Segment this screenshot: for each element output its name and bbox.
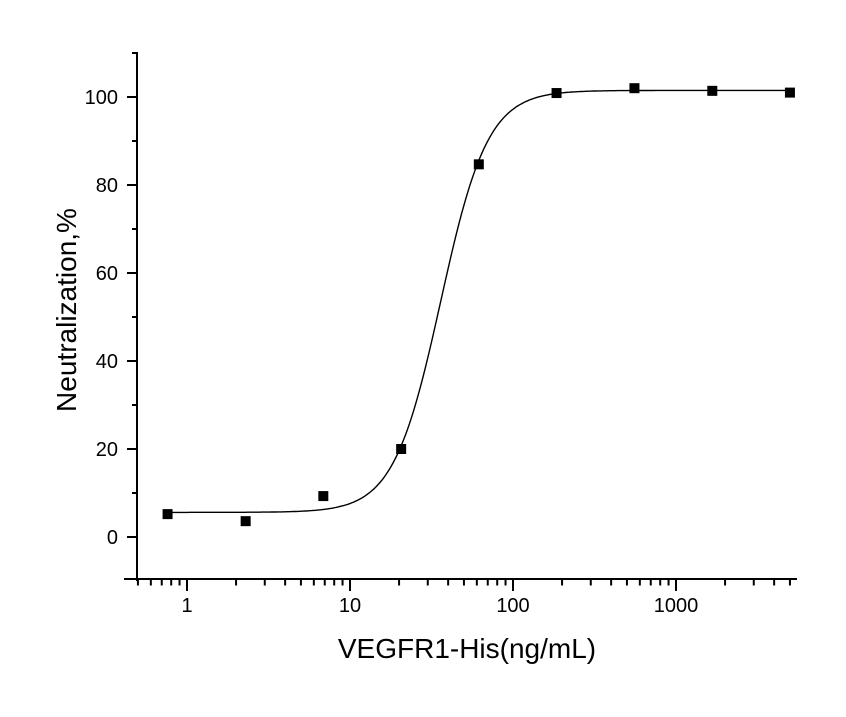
- data-point-marker: [396, 444, 407, 454]
- x-tick-label: 1: [181, 595, 192, 617]
- data-point-marker: [784, 87, 795, 98]
- x-tick-label: 100: [496, 595, 529, 617]
- data-point-marker: [318, 491, 329, 502]
- y-tick-label: 60: [96, 263, 118, 285]
- data-point-marker: [240, 516, 251, 527]
- fit-curve: [167, 89, 790, 514]
- data-point-marker: [162, 509, 173, 520]
- data-point-marker: [629, 83, 640, 94]
- x-axis-title: VEGFR1-His(ng/mL): [338, 633, 596, 664]
- x-tick-label: 1000: [654, 595, 699, 617]
- y-tick-label: 100: [85, 87, 118, 109]
- y-tick-label: 80: [96, 175, 118, 197]
- x-tick-label: 10: [339, 595, 361, 617]
- data-point-marker: [551, 88, 562, 99]
- y-axis-title: Neutralization,%: [51, 208, 82, 412]
- data-point-marker: [707, 85, 718, 96]
- y-tick-label: 20: [96, 439, 118, 461]
- y-tick-label: 40: [96, 351, 118, 373]
- y-tick-label: 0: [107, 527, 118, 549]
- data-point-marker: [473, 159, 484, 170]
